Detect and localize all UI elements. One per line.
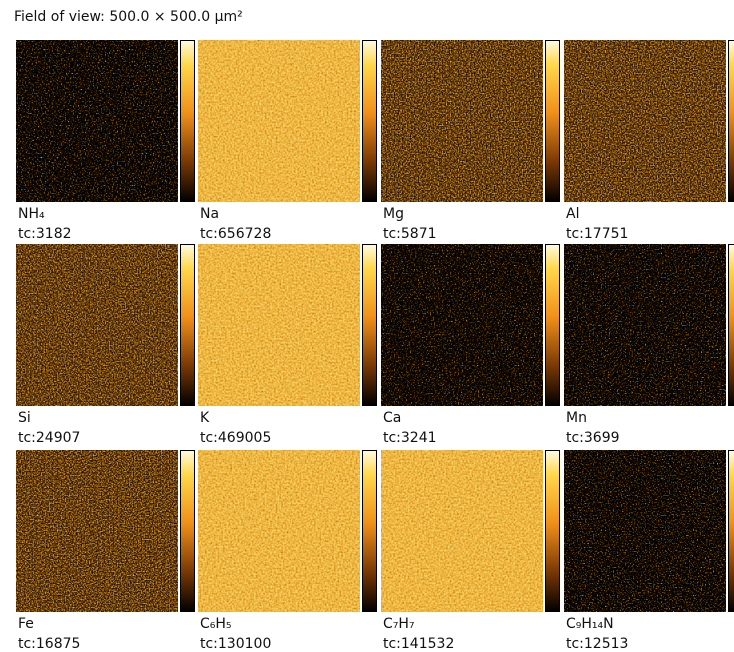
ion-label: C₇H₇ — [383, 616, 415, 632]
color-bar — [181, 451, 195, 612]
ion-map — [381, 40, 543, 202]
total-counts: tc:656728 — [200, 226, 271, 242]
ion-panel: Si tc:24907 — [16, 244, 198, 446]
ion-panel: Al tc:17751 — [564, 40, 734, 242]
color-bar — [729, 41, 734, 202]
color-bar — [363, 245, 377, 406]
ion-map — [16, 40, 178, 202]
ion-image — [381, 244, 563, 408]
ion-label: Mg — [383, 206, 404, 222]
ion-map — [198, 40, 360, 202]
ion-panel: C₉H₁₄N tc:12513 — [564, 450, 734, 652]
ion-label: Fe — [18, 616, 34, 632]
ion-map — [198, 244, 360, 406]
ion-image — [381, 450, 563, 614]
ion-label: Al — [566, 206, 579, 222]
total-counts: tc:5871 — [383, 226, 437, 242]
ion-map — [16, 450, 178, 612]
ion-label: Ca — [383, 410, 401, 426]
ion-panel: Mg tc:5871 — [381, 40, 563, 242]
total-counts: tc:141532 — [383, 636, 454, 652]
total-counts: tc:17751 — [566, 226, 628, 242]
ion-image — [564, 40, 734, 204]
ion-map — [564, 40, 726, 202]
color-bar — [546, 451, 560, 612]
ion-image — [198, 450, 380, 614]
ion-panel: C₆H₅ tc:130100 — [198, 450, 380, 652]
ion-panel: Mn tc:3699 — [564, 244, 734, 446]
color-bar — [363, 451, 377, 612]
ion-label: Na — [200, 206, 219, 222]
ion-map — [381, 244, 543, 406]
ion-label: NH₄ — [18, 206, 45, 222]
ion-label: C₉H₁₄N — [566, 616, 614, 632]
total-counts: tc:469005 — [200, 430, 271, 446]
ion-image — [381, 40, 563, 204]
color-bar — [729, 245, 734, 406]
ion-label: Mn — [566, 410, 587, 426]
ion-image — [16, 40, 198, 204]
ion-panel: C₇H₇ tc:141532 — [381, 450, 563, 652]
ion-map — [564, 244, 726, 406]
ion-map — [381, 450, 543, 612]
ion-label: C₆H₅ — [200, 616, 232, 632]
total-counts: tc:3182 — [18, 226, 72, 242]
ion-panel: Ca tc:3241 — [381, 244, 563, 446]
ion-map — [16, 244, 178, 406]
total-counts: tc:24907 — [18, 430, 80, 446]
total-counts: tc:3241 — [383, 430, 437, 446]
ion-label: K — [200, 410, 209, 426]
total-counts: tc:3699 — [566, 430, 620, 446]
ion-label: Si — [18, 410, 31, 426]
total-counts: tc:16875 — [18, 636, 80, 652]
ion-image — [198, 244, 380, 408]
ion-image — [16, 244, 198, 408]
ion-image — [564, 244, 734, 408]
page: {"header": {"title": "Field of view: 500… — [0, 0, 734, 652]
ion-panel: Na tc:656728 — [198, 40, 380, 242]
color-bar — [181, 245, 195, 406]
color-bar — [546, 245, 560, 406]
title: Field of view: 500.0 × 500.0 µm² — [14, 9, 243, 25]
ion-map — [198, 450, 360, 612]
ion-image — [16, 450, 198, 614]
ion-image — [198, 40, 380, 204]
color-bar — [363, 41, 377, 202]
color-bar — [546, 41, 560, 202]
color-bar — [181, 41, 195, 202]
ion-panel: Fe tc:16875 — [16, 450, 198, 652]
ion-panel: NH₄ tc:3182 — [16, 40, 198, 242]
total-counts: tc:130100 — [200, 636, 271, 652]
total-counts: tc:12513 — [566, 636, 628, 652]
color-bar — [729, 451, 734, 612]
ion-map — [564, 450, 726, 612]
ion-image — [564, 450, 734, 614]
